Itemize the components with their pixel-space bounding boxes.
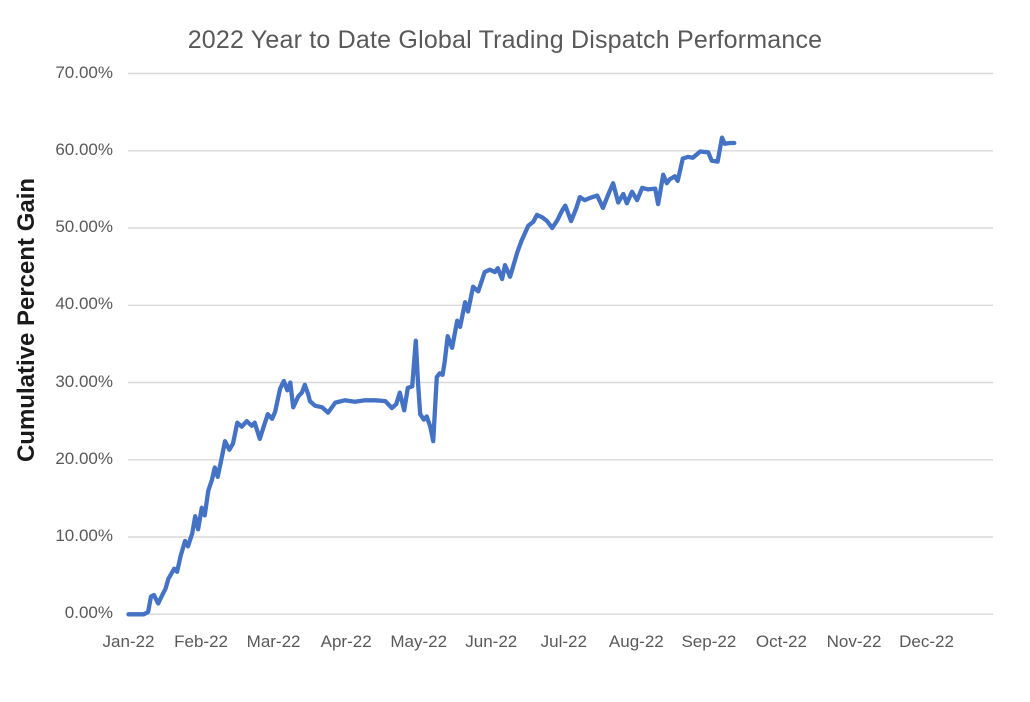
y-tick-label: 60.00% [55,139,113,159]
y-tick-label: 0.00% [64,603,113,623]
y-tick-label: 10.00% [55,526,113,546]
y-tick-label: 20.00% [55,448,113,468]
x-tick-label: Jan-22 [102,632,155,651]
y-tick-label: 40.00% [55,294,113,314]
x-tick-label: Apr-22 [320,632,372,651]
x-tick-label: Mar-22 [246,632,301,651]
data-line [126,135,737,617]
y-tick-label: 70.00% [55,62,113,82]
x-tick-label: Nov-22 [826,632,882,651]
x-tick-label: Oct-22 [755,632,807,651]
x-tick-label: May-22 [390,632,448,651]
chart-title: 2022 Year to Date Global Trading Dispatc… [187,26,823,54]
x-tick-label: Feb-22 [174,632,228,651]
x-tick-label: Aug-22 [608,632,664,651]
x-tick-label: Dec-22 [899,632,954,651]
x-tick-label: Jun-22 [465,632,518,651]
y-tick-label: 50.00% [55,217,113,236]
x-tick-label: Sep-22 [681,632,737,651]
y-tick-label: 30.00% [55,371,113,391]
x-tick-label: Jul-22 [540,632,587,651]
